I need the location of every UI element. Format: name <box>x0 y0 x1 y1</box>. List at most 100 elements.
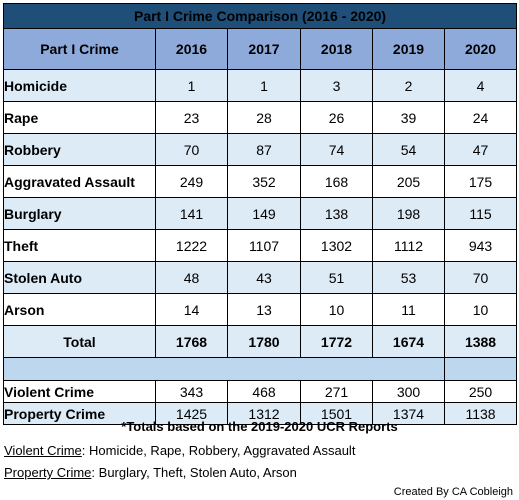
table-body: Part I Crime Comparison (2016 - 2020) Par… <box>2 3 518 425</box>
crime-count: 53 <box>372 261 445 294</box>
total-value: 1388 <box>443 325 518 358</box>
crime-label: Rape <box>3 101 156 134</box>
violent-crime-list: : Homicide, Rape, Robbery, Aggravated As… <box>81 443 356 458</box>
summary-value: 343 <box>155 380 228 403</box>
crime-count: 1 <box>227 69 301 102</box>
total-value: 1674 <box>372 325 445 358</box>
column-header-year: 2016 <box>155 28 228 70</box>
property-crime-term: Property Crime <box>4 465 92 480</box>
column-header-year: 2018 <box>300 28 373 70</box>
table-row: Aggravated Assault 249 352 168 205 175 <box>3 165 518 198</box>
crime-count: 352 <box>227 165 301 198</box>
table-row: Robbery 70 87 74 54 47 <box>3 133 518 166</box>
table-row: Burglary 141 149 138 198 115 <box>3 197 518 230</box>
crime-count: 26 <box>300 101 373 134</box>
crime-count: 47 <box>443 133 518 166</box>
crime-count: 28 <box>227 101 301 134</box>
table-title: Part I Crime Comparison (2016 - 2020) <box>2 3 518 29</box>
table-row: Stolen Auto 48 43 51 53 70 <box>3 261 518 294</box>
summary-row: Property Crime 1425 1312 1501 1374 1138 <box>3 402 518 425</box>
total-row: Total 1768 1780 1772 1674 1388 <box>3 325 518 358</box>
crime-count: 51 <box>300 261 373 294</box>
crime-count: 13 <box>227 293 301 326</box>
crime-count: 43 <box>227 261 301 294</box>
author-credit: Created By CA Cobleigh <box>393 486 513 498</box>
crime-count: 54 <box>372 133 445 166</box>
summary-value: 300 <box>372 380 445 403</box>
summary-row: Violent Crime 343 468 271 300 250 <box>3 380 518 403</box>
crime-count: 138 <box>300 197 373 230</box>
crime-count: 74 <box>300 133 373 166</box>
crime-count: 10 <box>443 293 518 326</box>
summary-label: Violent Crime <box>3 380 156 403</box>
crime-count: 115 <box>443 197 518 230</box>
crime-count: 14 <box>155 293 228 326</box>
header-row: Part I Crime 2016 2017 2018 2019 2020 <box>3 28 518 70</box>
table-row: Theft 1222 1107 1302 1112 943 <box>3 229 518 262</box>
table-row: Homicide 1 1 3 2 4 <box>3 69 518 102</box>
crime-count: 11 <box>372 293 445 326</box>
crime-count: 10 <box>300 293 373 326</box>
crime-label: Homicide <box>3 69 156 102</box>
spacer-block <box>443 357 518 381</box>
summary-value: 1312 <box>227 402 301 425</box>
crime-count: 1 <box>155 69 228 102</box>
crime-count: 249 <box>155 165 228 198</box>
total-label: Total <box>3 325 156 358</box>
crime-count: 141 <box>155 197 228 230</box>
crime-label: Robbery <box>3 133 156 166</box>
crime-label: Burglary <box>3 197 156 230</box>
spacer-block <box>3 357 445 381</box>
column-header-year: 2020 <box>443 28 518 70</box>
crime-count: 1112 <box>372 229 445 262</box>
crime-count: 1302 <box>300 229 373 262</box>
summary-value: 1501 <box>300 402 373 425</box>
violent-crime-definition: Violent Crime: Homicide, Rape, Robbery, … <box>4 443 355 458</box>
summary-value: 271 <box>300 380 373 403</box>
crime-count: 3 <box>300 69 373 102</box>
summary-value: 1425 <box>155 402 228 425</box>
violent-crime-term: Violent Crime <box>4 443 82 458</box>
crime-count: 23 <box>155 101 228 134</box>
crime-count: 4 <box>443 69 518 102</box>
property-crime-definition: Property Crime: Burglary, Theft, Stolen … <box>4 465 297 480</box>
crime-label: Arson <box>3 293 156 326</box>
title-row: Part I Crime Comparison (2016 - 2020) <box>2 3 518 29</box>
crime-count: 39 <box>372 101 445 134</box>
crime-count: 198 <box>372 197 445 230</box>
summary-value: 1138 <box>443 402 518 425</box>
summary-label: Property Crime <box>3 402 156 425</box>
property-crime-list: : Burglary, Theft, Stolen Auto, Arson <box>91 465 297 480</box>
crime-count: 70 <box>155 133 228 166</box>
totals-footnote: *Totals based on the 2019-2020 UCR Repor… <box>121 419 398 434</box>
crime-label: Stolen Auto <box>3 261 156 294</box>
crime-count: 205 <box>372 165 445 198</box>
crime-count: 175 <box>443 165 518 198</box>
crime-count: 168 <box>300 165 373 198</box>
total-value: 1780 <box>227 325 301 358</box>
crime-count: 1222 <box>155 229 228 262</box>
table-row: Arson 14 13 10 11 10 <box>3 293 518 326</box>
crime-label: Aggravated Assault <box>3 165 156 198</box>
column-header-year: 2019 <box>372 28 445 70</box>
total-value: 1772 <box>300 325 373 358</box>
spacer-row <box>3 357 518 381</box>
summary-value: 250 <box>443 380 518 403</box>
crime-count: 87 <box>227 133 301 166</box>
crime-count: 2 <box>372 69 445 102</box>
summary-value: 1374 <box>372 402 445 425</box>
crime-comparison-table: Part I Crime Comparison (2016 - 2020) Par… <box>2 3 518 425</box>
column-header-crime: Part I Crime <box>3 28 156 70</box>
crime-count: 48 <box>155 261 228 294</box>
table-row: Rape 23 28 26 39 24 <box>3 101 518 134</box>
summary-value: 468 <box>227 380 301 403</box>
crime-count: 1107 <box>227 229 301 262</box>
column-header-year: 2017 <box>227 28 301 70</box>
crime-count: 943 <box>443 229 518 262</box>
crime-count: 70 <box>443 261 518 294</box>
total-value: 1768 <box>155 325 228 358</box>
crime-label: Theft <box>3 229 156 262</box>
crime-count: 24 <box>443 101 518 134</box>
crime-count: 149 <box>227 197 301 230</box>
